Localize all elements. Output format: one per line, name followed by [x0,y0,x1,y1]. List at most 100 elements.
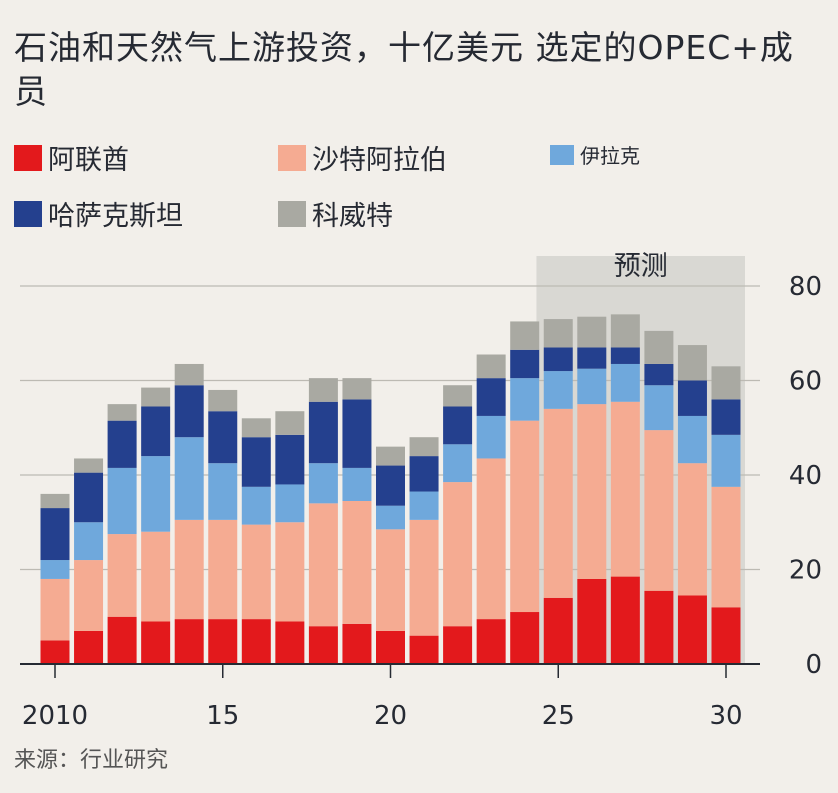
bar-segment [610,363,640,402]
bar-segment [74,458,104,473]
bar-segment [275,484,305,523]
bar-segment [711,434,741,487]
bar-segment [644,590,674,664]
bar-segment [610,347,640,364]
bar-segment [308,463,338,504]
bar-segment [74,630,104,664]
bar-segment [677,415,707,464]
bar-segment [174,519,204,620]
x-tick-label: 20 [374,701,407,731]
bar-segment [409,456,439,492]
y-tick-label: 0 [805,650,822,680]
legend-label-iraq: 伊拉克 [580,144,640,168]
bar-segment [409,437,439,457]
bar-segment [208,519,238,620]
bar-segment [275,411,305,435]
bar-segment [141,387,171,407]
bar-segment [342,399,372,468]
bar-segment [208,619,238,664]
y-tick-label: 60 [789,367,822,397]
bar-segment [308,626,338,664]
bar-segment [241,437,271,487]
bar-segment [342,623,372,664]
bar-segment [74,472,104,523]
legend-item-kazakhstan: 哈萨克斯坦 [14,194,183,233]
bar-segment [208,463,238,520]
bar-segment [40,640,70,664]
bar-segment [208,411,238,464]
bar-segment [241,524,271,620]
bar-segment [107,404,137,421]
bar-segment [174,385,204,438]
bar-segment [443,626,473,664]
chart-title: 石油和天然气上游投资，十亿美元 选定的OPEC+成员 [14,28,794,111]
legend-swatch-iraq [550,144,574,165]
bar-segment [543,597,573,664]
bar-segment [711,399,741,435]
legend-label-kazakhstan: 哈萨克斯坦 [48,201,183,232]
bar-segment [476,619,506,664]
bar-segment [677,380,707,416]
bar-segment [543,408,573,598]
bar-segment [107,420,137,468]
bar-segment [443,444,473,483]
bar-segment [409,519,439,636]
bar-segment [241,486,271,525]
bar-segment [409,635,439,664]
bar-segment [376,630,405,664]
bar-segment [40,560,70,579]
bar-segment [40,508,70,561]
bar-segment [376,446,405,466]
bar-segment [74,522,104,561]
bar-segment [308,401,338,464]
bar-segment [241,418,271,438]
bar-segment [510,420,540,613]
bar-segment [711,486,741,608]
bar-segment [677,595,707,664]
bar-segment [476,354,506,379]
bar-segment [577,316,607,348]
bar-segment [476,458,506,620]
y-tick-label: 20 [789,556,822,586]
bar-segment [275,434,305,485]
legend-item-saudi-arabia: 沙特阿拉伯 [278,138,447,177]
bar-segment [308,503,338,627]
bar-segment [308,378,338,402]
bar-segment [610,401,640,577]
bar-segment [107,616,137,664]
legend-item-kuwait: 科威特 [278,194,393,233]
legend-swatch-saudi-arabia [278,144,306,171]
bar-segment [40,493,70,509]
legend-swatch-kuwait [278,200,306,227]
bar-segment [376,465,405,506]
bar-segment [174,619,204,664]
bar-segment [141,456,171,532]
legend-swatch-uae [14,144,42,171]
bar-segment [141,531,171,622]
source-note: 来源：行业研究 [14,748,169,773]
bar-segment [677,463,707,596]
bar-segment [510,321,540,350]
bar-segment [141,406,171,457]
bar-segment [376,505,405,530]
bar-segment [141,621,171,664]
bar-segment [342,500,372,624]
bar-segment [409,491,439,520]
bar-segment [644,363,674,386]
legend-label-saudi-arabia: 沙特阿拉伯 [312,145,447,176]
bar-segment [644,330,674,364]
bar-segment [174,363,204,386]
bar-segment [342,467,372,501]
bar-segment [342,378,372,400]
bar-segment [208,389,238,412]
bar-segment [40,578,70,641]
x-tick-label: 15 [206,701,239,731]
bar-segment [543,371,573,409]
bar-segment [577,347,607,369]
bar-segment [610,314,640,348]
legend-item-uae: 阿联酋 [14,138,129,177]
legend-label-uae: 阿联酋 [48,145,129,176]
bar-segment [275,621,305,664]
bar-segment [610,576,640,664]
